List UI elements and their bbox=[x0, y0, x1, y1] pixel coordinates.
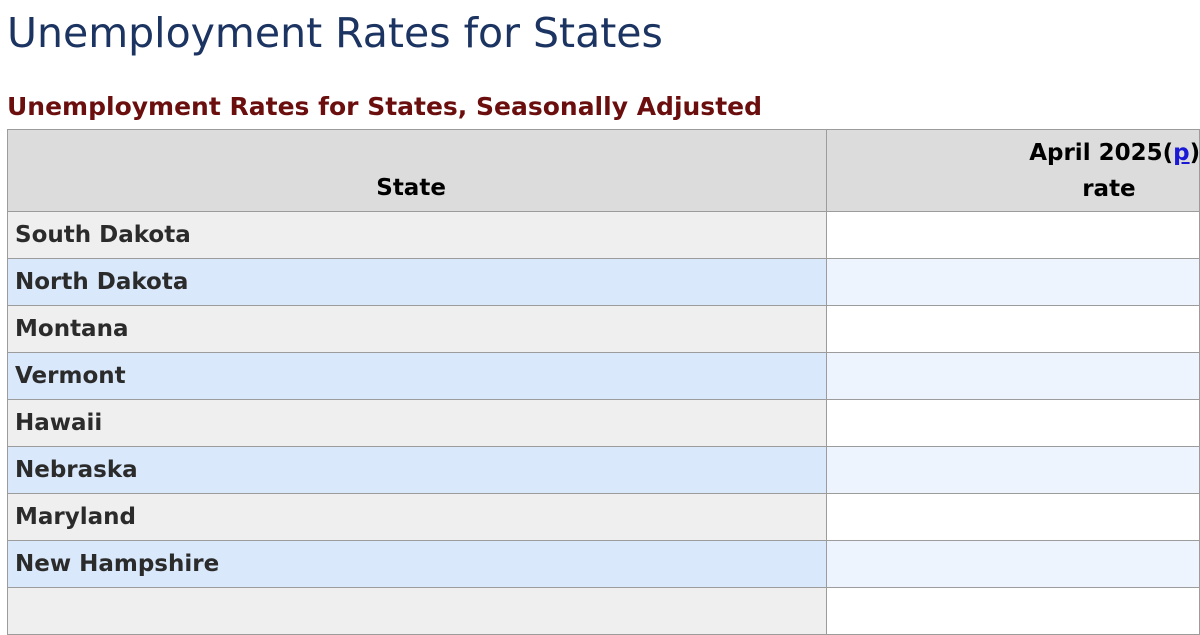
table-row: New Hampshire bbox=[6, 540, 1200, 588]
period-header: April 2025(p) bbox=[1029, 139, 1200, 167]
state-cell: Vermont bbox=[6, 352, 828, 400]
table-row: Hawaii bbox=[6, 399, 1200, 447]
table-row: Nebraska bbox=[6, 446, 1200, 494]
rate-cell bbox=[826, 587, 1200, 635]
table-caption: Unemployment Rates for States, Seasonall… bbox=[7, 92, 762, 121]
table-row: North Dakota bbox=[6, 258, 1200, 306]
rate-cell bbox=[826, 540, 1200, 588]
rate-cell bbox=[826, 305, 1200, 353]
rate-cell bbox=[826, 399, 1200, 447]
state-cell: North Dakota bbox=[6, 258, 828, 306]
rate-header-label: rate bbox=[1082, 176, 1136, 202]
state-column-header: State bbox=[6, 129, 828, 212]
table-row: Maryland bbox=[6, 493, 1200, 541]
state-cell: South Dakota bbox=[6, 211, 828, 259]
open-paren: ( bbox=[1162, 140, 1174, 166]
state-header-label: State bbox=[376, 175, 446, 201]
rate-cell bbox=[826, 493, 1200, 541]
rate-cell bbox=[826, 258, 1200, 306]
close-paren: ) bbox=[1189, 140, 1200, 166]
page-title: Unemployment Rates for States bbox=[7, 9, 663, 57]
table-header-row: State April 2025(p) rate bbox=[6, 129, 1200, 212]
preliminary-footnote-link[interactable]: p bbox=[1173, 140, 1190, 166]
state-cell bbox=[6, 587, 828, 635]
state-cell: Montana bbox=[6, 305, 828, 353]
table-row: Montana bbox=[6, 305, 1200, 353]
rate-cell bbox=[826, 352, 1200, 400]
rate-cell bbox=[826, 211, 1200, 259]
state-cell: New Hampshire bbox=[6, 540, 828, 588]
table-row: South Dakota bbox=[6, 211, 1200, 259]
unemployment-rates-table: State April 2025(p) rate South Dakota No… bbox=[6, 129, 1200, 635]
state-cell: Nebraska bbox=[6, 446, 828, 494]
rate-column-header: April 2025(p) rate bbox=[826, 129, 1200, 212]
table-row: Vermont bbox=[6, 352, 1200, 400]
state-cell: Hawaii bbox=[6, 399, 828, 447]
state-cell: Maryland bbox=[6, 493, 828, 541]
table-row bbox=[6, 587, 1200, 635]
period-label: April 2025 bbox=[1029, 140, 1163, 166]
rate-cell bbox=[826, 446, 1200, 494]
